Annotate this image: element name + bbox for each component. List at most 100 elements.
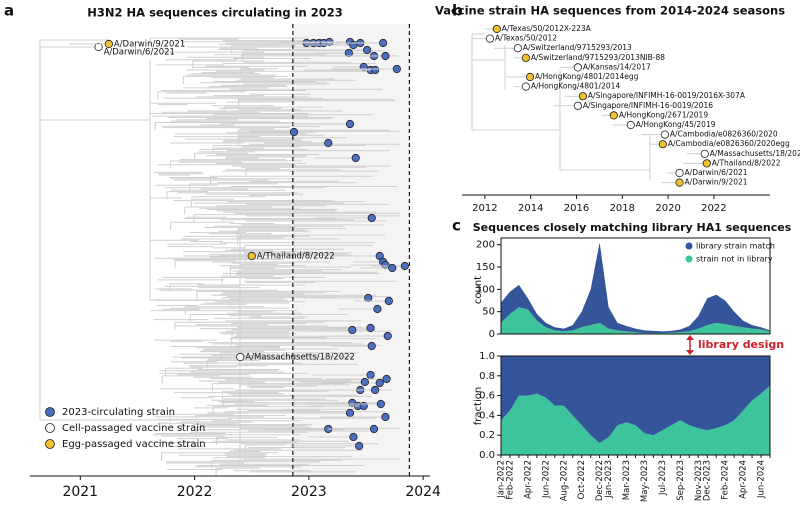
strain-point: [375, 251, 384, 261]
strain-point: [236, 352, 245, 362]
legend-label: library strain match: [696, 242, 775, 251]
x-tick-label: 2016: [564, 203, 589, 214]
vaccine-point: [660, 130, 669, 139]
x-tick-label: 2023: [291, 484, 327, 500]
strain-label: A/Cambodia/e0826360/2020: [670, 130, 778, 139]
panel-title: Sequences closely matching library HA1 s…: [473, 221, 792, 234]
strain-point: [381, 51, 390, 61]
x-tick-label: Jan-2022: [497, 460, 507, 499]
y-tick-label: 150: [476, 262, 495, 273]
strain-label: A/Kansas/14/2017: [583, 62, 651, 71]
y-tick-label: 0.2: [479, 430, 495, 441]
vaccine-point: [573, 63, 582, 72]
strain-point: [367, 213, 376, 223]
vaccine-point: [492, 24, 501, 34]
strain-point: [376, 399, 385, 409]
x-tick-label: Jun-2024: [757, 460, 767, 499]
strain-point: [349, 432, 358, 442]
strain-point: [382, 374, 391, 384]
vaccine-point: [700, 149, 709, 158]
area: [501, 307, 770, 334]
strain-point: [381, 412, 390, 422]
annotation: library design: [698, 338, 784, 351]
y-tick-label: 1.0: [479, 351, 495, 362]
panel-label: a: [4, 2, 14, 20]
y-tick-label: 0: [489, 329, 495, 340]
strain-label: A/Cambodia/e0826360/2020egg: [668, 139, 790, 148]
strain-point: [359, 401, 368, 411]
panel-label: c: [452, 217, 461, 235]
strain-point: [371, 65, 380, 75]
strain-label: A/HongKong/45/2019: [636, 120, 716, 129]
strain-point: [247, 251, 256, 261]
strain-label: A/Switzerland/9715293/2013NIB-88: [531, 53, 665, 62]
x-tick-label: 2020: [655, 203, 680, 214]
vaccine-point: [513, 44, 522, 53]
x-tick-label: May-2023: [640, 460, 650, 502]
legend-label: Cell-passaged vaccine strain: [62, 423, 205, 434]
strain-point: [371, 385, 380, 395]
y-tick-label: 0.6: [479, 391, 495, 402]
y-tick-label: 0.0: [479, 450, 495, 461]
strain-label: A/Darwin/6/2021: [685, 168, 748, 177]
panel-title: Vaccine strain HA sequences from 2014-20…: [435, 4, 785, 18]
y-axis-label: count: [473, 276, 484, 304]
strain-point: [381, 260, 390, 270]
vaccine-point: [485, 34, 495, 43]
x-tick-label: Feb-2024: [721, 460, 731, 500]
strain-point: [355, 441, 364, 451]
strain-label: A/Thailand/8/2022: [712, 158, 781, 167]
vaccine-point: [578, 92, 588, 101]
strain-point: [348, 325, 357, 335]
strain-point: [369, 424, 379, 434]
panel-title: H3N2 HA sequences circulating in 2023: [87, 6, 342, 20]
strain-point: [366, 323, 375, 333]
strain-point: [400, 261, 409, 271]
legend-label: 2023-circulating strain: [62, 407, 175, 418]
vaccine-point: [626, 120, 635, 130]
vaccine-point: [521, 82, 530, 91]
strain-point: [94, 42, 103, 52]
strain-point: [344, 48, 353, 58]
strain-point: [345, 408, 355, 418]
strain-point: [383, 331, 392, 341]
strain-label: A/Texas/50/2012X-223A: [502, 24, 592, 33]
vaccine-point: [702, 159, 711, 168]
vaccine-point: [675, 168, 684, 178]
vaccine-point: [658, 140, 667, 149]
strain-label: A/Massachusetts/18/2022: [710, 149, 800, 158]
x-tick-label: 2021: [62, 484, 98, 500]
legend-marker: [685, 242, 693, 250]
x-tick-label: Sep-2023: [676, 460, 686, 501]
strain-point: [360, 377, 369, 387]
strain-label: A/HongKong/4801/2014egg: [535, 72, 639, 81]
x-tick-label: Nov-2023: [694, 460, 704, 501]
strain-point: [349, 40, 358, 50]
x-tick-label: Oct-2022: [577, 460, 587, 499]
strain-point: [384, 296, 393, 306]
annotation-arrow: [686, 335, 694, 355]
strain-point: [351, 153, 360, 163]
x-tick-label: 2022: [177, 484, 213, 500]
tree: [39, 37, 400, 476]
vaccine-point: [521, 53, 530, 62]
strain-point: [373, 304, 382, 314]
y-tick-label: 0.4: [479, 410, 495, 421]
strain-label: A/Thailand/8/2022: [257, 252, 335, 262]
tree-branches: [471, 28, 707, 184]
strain-point: [375, 378, 384, 388]
strain-point: [104, 39, 113, 49]
strain-label: A/Switzerland/9715293/2013: [523, 43, 632, 52]
vaccine-point: [675, 178, 684, 187]
y-tick-label: 50: [482, 307, 495, 318]
strain-point: [289, 127, 299, 137]
x-tick-label: Apr-2024: [739, 460, 749, 499]
legend-marker: [45, 423, 55, 433]
strain-point: [392, 64, 401, 74]
x-tick-label: Feb-2022: [505, 460, 515, 500]
vaccine-point: [609, 111, 618, 120]
legend-label: strain not in library: [696, 255, 773, 264]
strain-label: A/Massachusetts/18/2022: [245, 353, 355, 363]
strain-label: A/Texas/50/2012: [495, 34, 557, 43]
